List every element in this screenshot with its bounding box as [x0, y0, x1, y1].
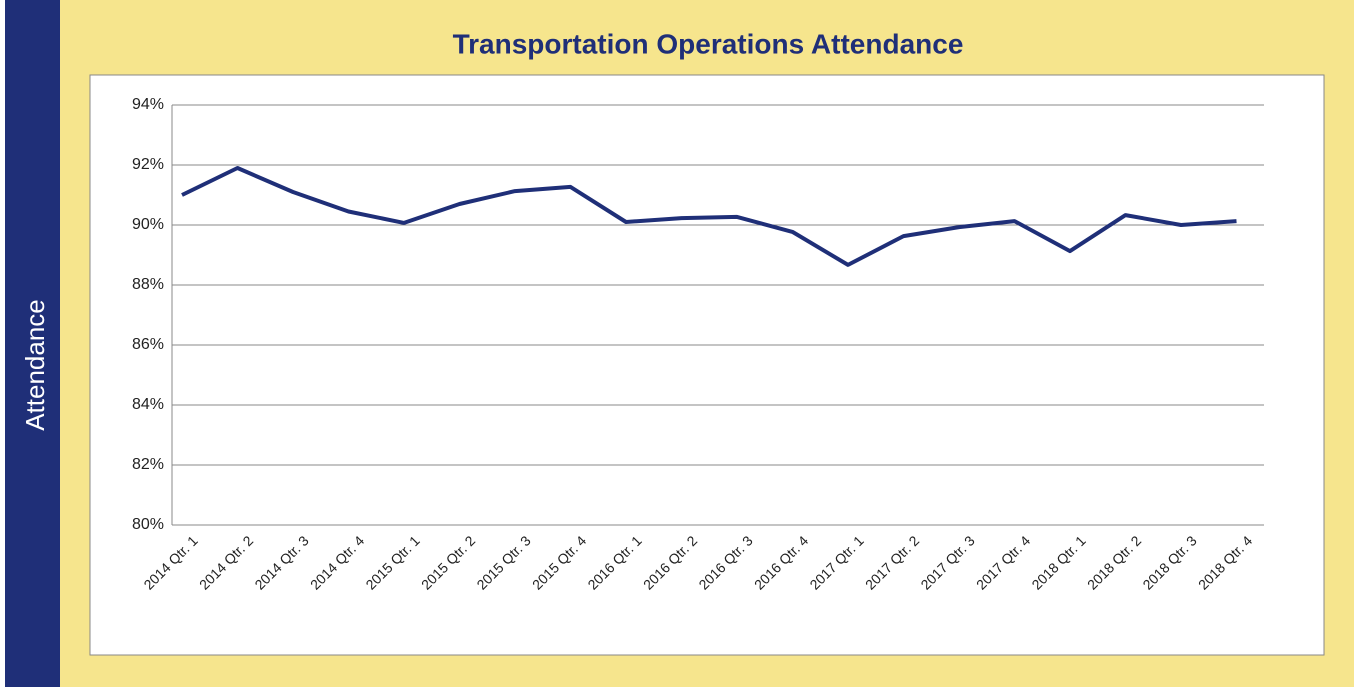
- y-tick-label: 92%: [132, 156, 164, 173]
- y-tick-label: 82%: [132, 456, 164, 473]
- y-tick-label: 90%: [132, 216, 164, 233]
- data-line: [181, 166, 1237, 267]
- chart-title: Transportation Operations Attendance: [453, 28, 964, 59]
- side-bar: [5, 0, 60, 687]
- y-tick-label: 86%: [132, 336, 164, 353]
- y-tick-label: 80%: [132, 516, 164, 533]
- plot-box: [89, 74, 1325, 656]
- y-tick-label: 84%: [132, 396, 164, 413]
- y-tick-label: 88%: [132, 276, 164, 293]
- y-tick-label: 94%: [132, 96, 164, 113]
- y-axis-label: Attendance: [20, 299, 50, 431]
